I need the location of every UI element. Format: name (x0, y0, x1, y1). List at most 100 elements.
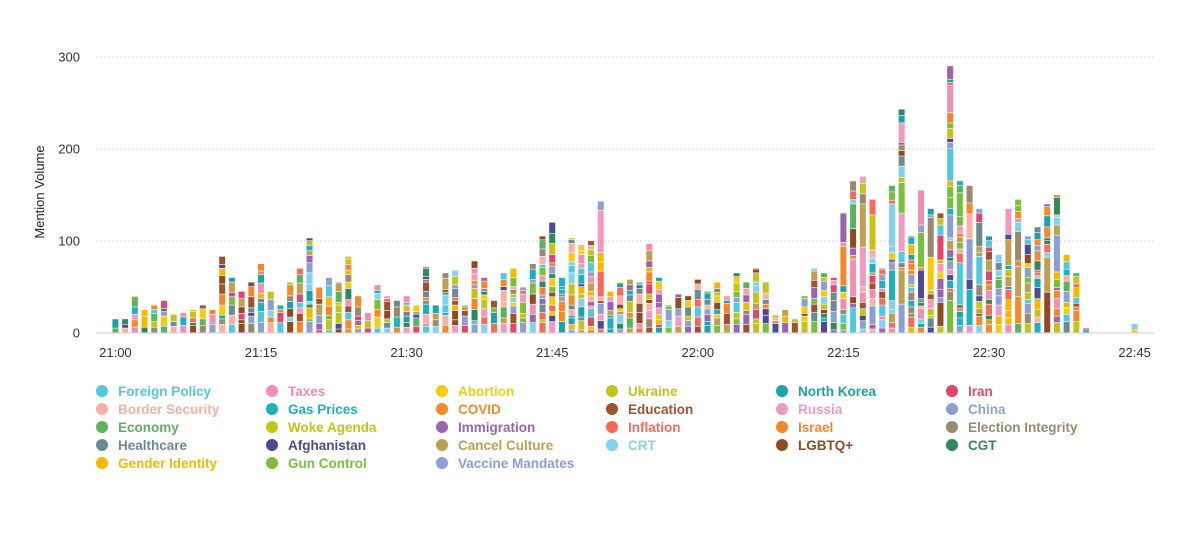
bar-segment[interactable] (539, 267, 546, 276)
bar-segment[interactable] (830, 322, 837, 330)
bar-segment[interactable] (296, 308, 303, 314)
legend-item[interactable]: Gender Identity (96, 454, 266, 472)
bar-segment[interactable] (588, 296, 595, 302)
bar-segment[interactable] (918, 232, 925, 268)
bar-segment[interactable] (888, 313, 895, 323)
bar-segment[interactable] (918, 306, 925, 309)
bar-segment[interactable] (1073, 287, 1080, 298)
bar-segment[interactable] (374, 328, 381, 333)
bar-segment[interactable] (539, 264, 546, 268)
bar-segment[interactable] (248, 312, 255, 316)
bar-segment[interactable] (927, 208, 934, 215)
bar-segment[interactable] (947, 275, 954, 280)
bar-segment[interactable] (277, 312, 284, 323)
bar-segment[interactable] (219, 324, 226, 333)
bar-segment[interactable] (597, 297, 604, 301)
bar-segment[interactable] (840, 330, 847, 333)
bar-segment[interactable] (481, 288, 488, 291)
bar-segment[interactable] (597, 300, 604, 303)
bar-segment[interactable] (219, 305, 226, 315)
bar-segment[interactable] (335, 305, 342, 313)
bar-segment[interactable] (743, 295, 750, 303)
bar-segment[interactable] (529, 322, 536, 333)
bar-segment[interactable] (976, 309, 983, 314)
bar-segment[interactable] (937, 272, 944, 279)
bar-segment[interactable] (898, 145, 905, 151)
bar-segment[interactable] (471, 310, 478, 321)
bar-segment[interactable] (1063, 262, 1070, 269)
bar-segment[interactable] (248, 282, 255, 287)
bar-segment[interactable] (568, 305, 575, 310)
bar-segment[interactable] (597, 303, 604, 314)
bar-segment[interactable] (345, 312, 352, 320)
bar-segment[interactable] (850, 199, 857, 204)
bar-segment[interactable] (442, 325, 449, 333)
bar-segment[interactable] (578, 284, 585, 287)
bar-segment[interactable] (258, 293, 265, 299)
bar-segment[interactable] (646, 294, 653, 300)
bar-segment[interactable] (820, 290, 827, 297)
bar-segment[interactable] (888, 328, 895, 333)
bar-segment[interactable] (704, 291, 711, 293)
bar-segment[interactable] (927, 290, 934, 294)
bar-segment[interactable] (1053, 197, 1060, 215)
bar-segment[interactable] (879, 268, 886, 270)
bar-segment[interactable] (655, 294, 662, 303)
bar-segment[interactable] (636, 303, 643, 313)
bar-segment[interactable] (888, 192, 895, 200)
bar-segment[interactable] (151, 310, 158, 314)
bar-segment[interactable] (985, 260, 992, 271)
bar-segment[interactable] (122, 324, 129, 328)
bar-segment[interactable] (520, 294, 527, 303)
bar-segment[interactable] (199, 305, 206, 309)
bar-segment[interactable] (675, 294, 682, 298)
bar-segment[interactable] (374, 285, 381, 291)
bar-segment[interactable] (927, 215, 934, 218)
bar-segment[interactable] (859, 321, 866, 329)
bar-segment[interactable] (995, 276, 1002, 280)
bar-segment[interactable] (1005, 318, 1012, 325)
bar-segment[interactable] (558, 321, 565, 333)
bar-segment[interactable] (306, 321, 313, 333)
bar-segment[interactable] (558, 277, 565, 287)
bar-segment[interactable] (976, 325, 983, 333)
bar-segment[interactable] (228, 292, 235, 297)
legend-item[interactable]: CRT (606, 436, 776, 454)
bar-segment[interactable] (714, 318, 721, 326)
bar-segment[interactable] (762, 323, 769, 333)
bar-segment[interactable] (316, 298, 323, 304)
bar-segment[interactable] (646, 299, 653, 303)
bar-segment[interactable] (947, 85, 954, 113)
bar-segment[interactable] (355, 307, 362, 316)
bar-segment[interactable] (840, 213, 847, 243)
bar-segment[interactable] (655, 281, 662, 290)
bar-segment[interactable] (597, 252, 604, 262)
bar-segment[interactable] (588, 272, 595, 277)
bar-segment[interactable] (471, 280, 478, 285)
bar-segment[interactable] (296, 302, 303, 308)
bar-segment[interactable] (529, 314, 536, 323)
bar-segment[interactable] (714, 302, 721, 310)
bar-segment[interactable] (393, 307, 400, 317)
bar-segment[interactable] (539, 320, 546, 323)
bar-segment[interactable] (617, 283, 624, 288)
bar-segment[interactable] (840, 242, 847, 246)
bar-segment[interactable] (267, 310, 274, 317)
bar-segment[interactable] (704, 309, 711, 314)
bar-segment[interactable] (325, 297, 332, 306)
bar-segment[interactable] (461, 307, 468, 311)
bar-segment[interactable] (442, 295, 449, 305)
bar-segment[interactable] (539, 281, 546, 288)
bar-segment[interactable] (762, 309, 769, 315)
bar-segment[interactable] (1034, 278, 1041, 288)
bar-segment[interactable] (626, 285, 633, 291)
bar-segment[interactable] (947, 197, 954, 209)
bar-segment[interactable] (1053, 225, 1060, 235)
bar-segment[interactable] (830, 292, 837, 301)
bar-segment[interactable] (345, 282, 352, 289)
bar-segment[interactable] (1044, 227, 1051, 238)
bar-segment[interactable] (219, 294, 226, 305)
bar-segment[interactable] (1034, 245, 1041, 251)
bar-segment[interactable] (714, 314, 721, 318)
bar-segment[interactable] (908, 244, 915, 255)
